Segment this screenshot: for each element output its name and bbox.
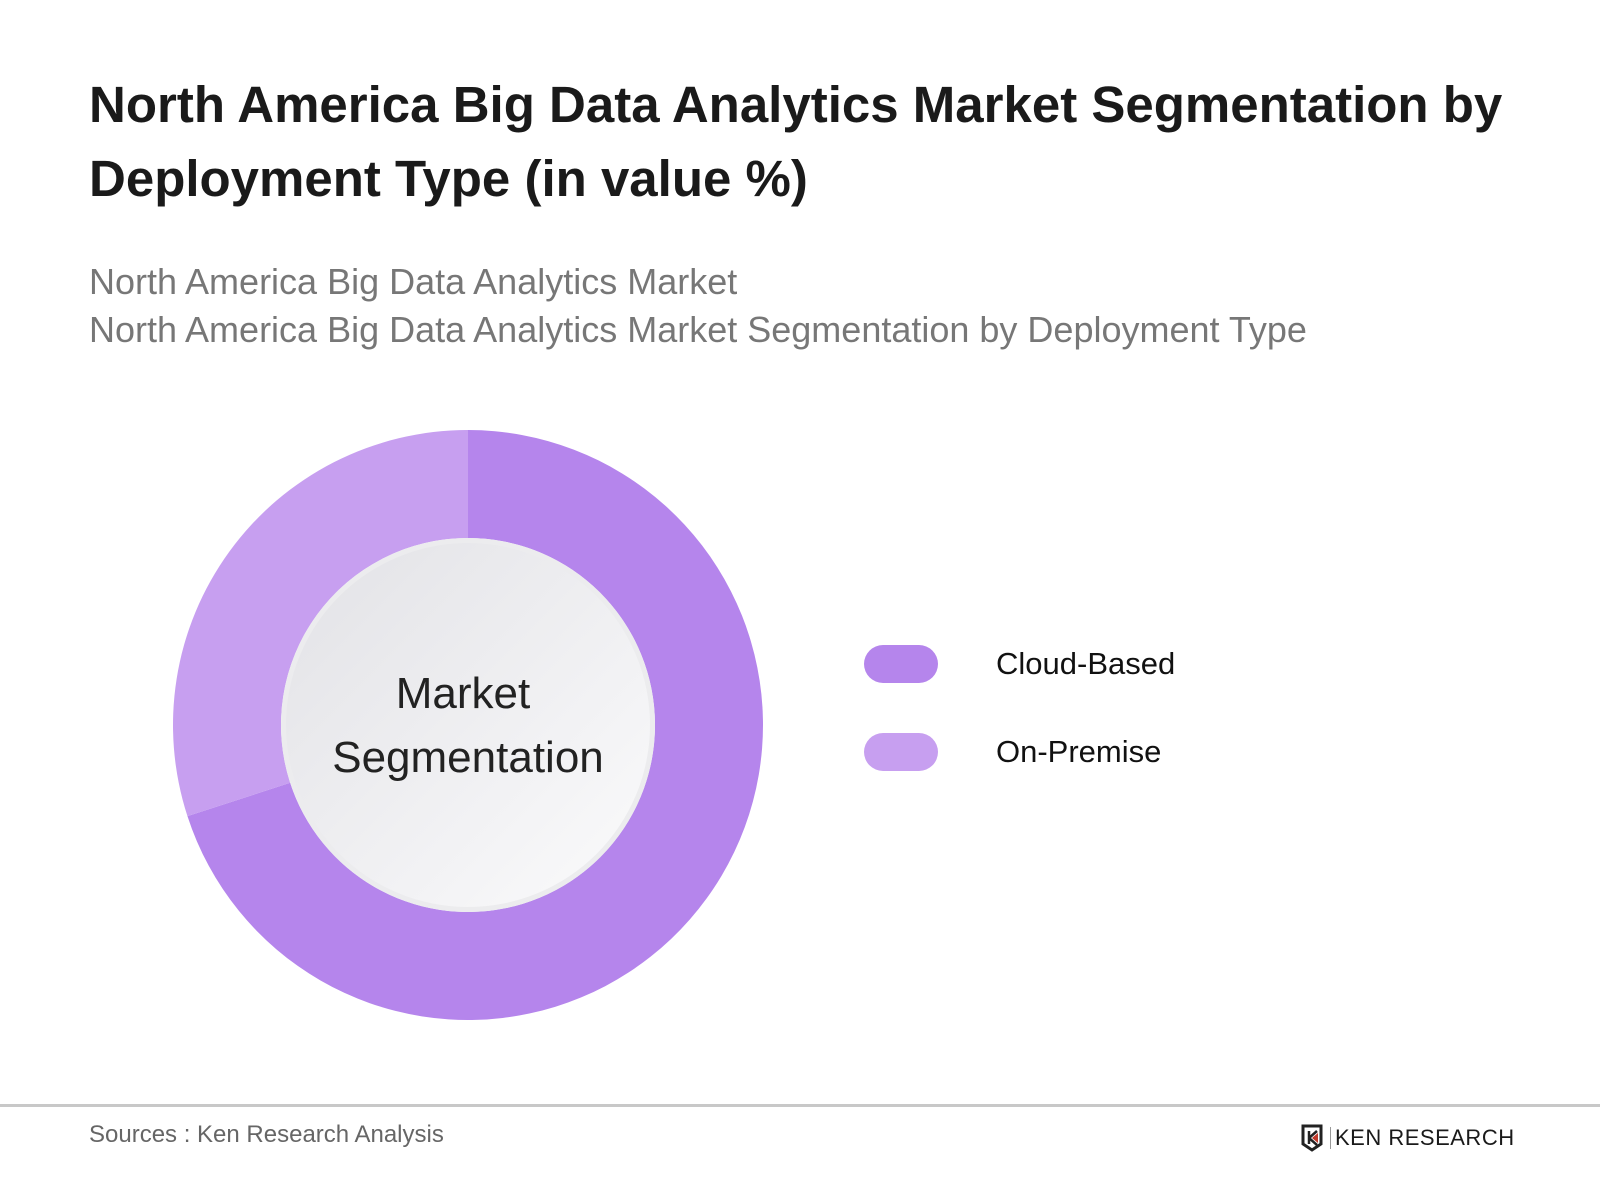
ken-research-logo: KEN RESEARCH [1300, 1124, 1515, 1152]
slice-cloud-based [187, 430, 763, 1020]
center-disc [286, 543, 650, 907]
center-label-line: Segmentation [332, 733, 604, 782]
legend-swatch [864, 645, 938, 683]
chart-title: North America Big Data Analytics Market … [89, 76, 1503, 207]
slice-on-premise [172, 429, 468, 817]
logo-text: KEN RESEARCH [1335, 1125, 1515, 1150]
legend-swatch [864, 733, 938, 771]
subtitle-line: North America Big Data Analytics Market [89, 261, 738, 302]
center-label-line: Market [396, 669, 530, 718]
legend-item-cloud-based: Cloud-Based [864, 620, 1175, 708]
logo-icon [1301, 1124, 1323, 1152]
legend-label: Cloud-Based [996, 646, 1176, 681]
legend-label: On-Premise [996, 734, 1162, 769]
footer-divider [0, 1104, 1600, 1107]
legend-item-on-premise: On-Premise [864, 708, 1175, 796]
source-note: Sources : Ken Research Analysis [89, 1121, 444, 1148]
subtitle-line: North America Big Data Analytics Market … [89, 309, 1307, 350]
legend: Cloud-Based On-Premise [864, 620, 1175, 796]
chart-subtitle: North America Big Data Analytics Market … [89, 258, 1307, 354]
